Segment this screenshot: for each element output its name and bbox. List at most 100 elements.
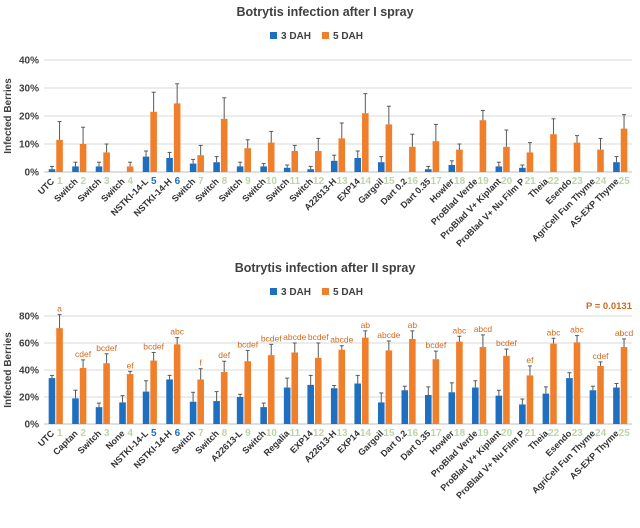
bar-5dah [150, 111, 157, 172]
treatment-number: 13 [336, 428, 348, 439]
bar-3dah [189, 401, 197, 424]
bar-3dah [495, 395, 503, 424]
bar-5dah [409, 146, 416, 172]
x-category-label: UTC [36, 176, 57, 197]
significance-letter: abcde [330, 335, 353, 345]
treatment-number: 2 [80, 176, 86, 187]
significance-letter: ab [408, 320, 418, 330]
bar-5dah [79, 144, 87, 172]
chart-2: Botrytis infection after II spray 3 DAH … [3, 261, 634, 501]
legend-label-5dah: 5 DAH [333, 287, 363, 298]
treatment-number: 18 [454, 428, 466, 439]
y-tick-label: 80% [19, 312, 39, 323]
chart-1: Botrytis infection after I spray 3 DAH 5… [3, 5, 632, 249]
bar-3dah [330, 160, 338, 172]
treatment-number: 22 [548, 428, 560, 439]
bar-5dah [338, 138, 346, 172]
bar-5dah [56, 328, 63, 424]
treatment-number: 21 [525, 428, 537, 439]
significance-letter: bcdef [425, 340, 446, 350]
bar-3dah [189, 163, 197, 172]
bar-3dah [566, 378, 573, 424]
treatment-number: 3 [104, 176, 110, 187]
significance-letter: abcd [615, 328, 634, 338]
bar-5dah [479, 120, 487, 172]
bar-3dah [260, 407, 267, 424]
bar-3dah [142, 391, 150, 424]
bar-5dah [197, 155, 204, 172]
treatment-number: 1 [57, 428, 63, 439]
bar-5dah [503, 355, 510, 424]
y-tick-label: 0% [25, 168, 40, 179]
bar-3dah [142, 156, 150, 172]
bar-3dah [354, 158, 362, 172]
bar-3dah [72, 166, 79, 172]
treatment-number: 9 [245, 176, 251, 187]
treatment-number: 19 [478, 428, 490, 439]
bar-5dah [56, 139, 63, 172]
significance-letter: bcdef [237, 339, 258, 349]
bar-5dah [220, 372, 228, 424]
bar-3dah [613, 162, 620, 172]
bar-5dah [550, 134, 557, 172]
treatment-number: 10 [266, 176, 278, 187]
bar-5dah [244, 361, 252, 424]
chart-2-legend: 3 DAH 5 DAH [270, 287, 363, 298]
treatment-number: 24 [595, 428, 607, 439]
legend-label-5dah: 5 DAH [333, 31, 363, 42]
significance-letter: abc [453, 325, 467, 335]
bar-3dah [48, 169, 56, 172]
treatment-number: 7 [198, 176, 204, 187]
bar-5dah [409, 338, 416, 424]
bar-5dah [573, 342, 581, 424]
bar-3dah [119, 402, 126, 424]
bar-5dah [550, 343, 557, 424]
bar-5dah [432, 141, 440, 172]
bar-5dah [314, 151, 322, 172]
bar-5dah [573, 142, 581, 172]
treatment-number: 23 [572, 428, 584, 439]
chart-1-ylabel: Infected Berries [3, 78, 14, 154]
bar-3dah [307, 384, 314, 424]
treatment-number: 5 [151, 428, 157, 439]
treatment-number: 4 [128, 428, 134, 439]
y-tick-label: 40% [19, 56, 39, 67]
treatment-number: 22 [548, 176, 560, 187]
bar-5dah [620, 128, 628, 172]
treatment-number: 18 [454, 176, 466, 187]
y-tick-label: 0% [25, 420, 40, 431]
treatment-number: 25 [619, 428, 631, 439]
bar-3dah [613, 387, 620, 424]
treatment-number: 14 [360, 428, 372, 439]
bar-5dah [526, 375, 534, 424]
significance-letter: bcdef [496, 338, 517, 348]
treatment-number: 25 [619, 176, 631, 187]
treatment-number: 9 [245, 428, 251, 439]
bar-3dah [236, 397, 244, 424]
treatment-number: 15 [383, 176, 395, 187]
treatment-number: 19 [478, 176, 490, 187]
bar-3dah [166, 158, 173, 172]
significance-letter: bcdef [143, 341, 164, 351]
legend-swatch-3dah [270, 288, 277, 295]
bar-5dah [597, 149, 604, 172]
bar-5dah [267, 142, 275, 172]
bar-5dah [103, 152, 110, 172]
bar-3dah [542, 393, 550, 424]
bar-5dah [362, 337, 369, 424]
bar-3dah [495, 166, 503, 172]
bar-3dah [283, 387, 291, 424]
bar-5dah [126, 374, 134, 424]
significance-letter: bcdef [261, 333, 282, 343]
significance-letter: bcdef [308, 332, 329, 342]
bar-3dah [354, 383, 362, 424]
bar-5dah [432, 359, 440, 424]
y-tick-label: 20% [19, 112, 39, 123]
bar-5dah [291, 151, 299, 172]
treatment-number: 17 [431, 428, 443, 439]
bar-3dah [95, 166, 103, 172]
p-value-annotation: P = 0.0131 [586, 301, 633, 312]
significance-letter: abcde [283, 332, 306, 342]
significance-letter: cdef [592, 351, 609, 361]
bar-3dah [448, 392, 456, 424]
